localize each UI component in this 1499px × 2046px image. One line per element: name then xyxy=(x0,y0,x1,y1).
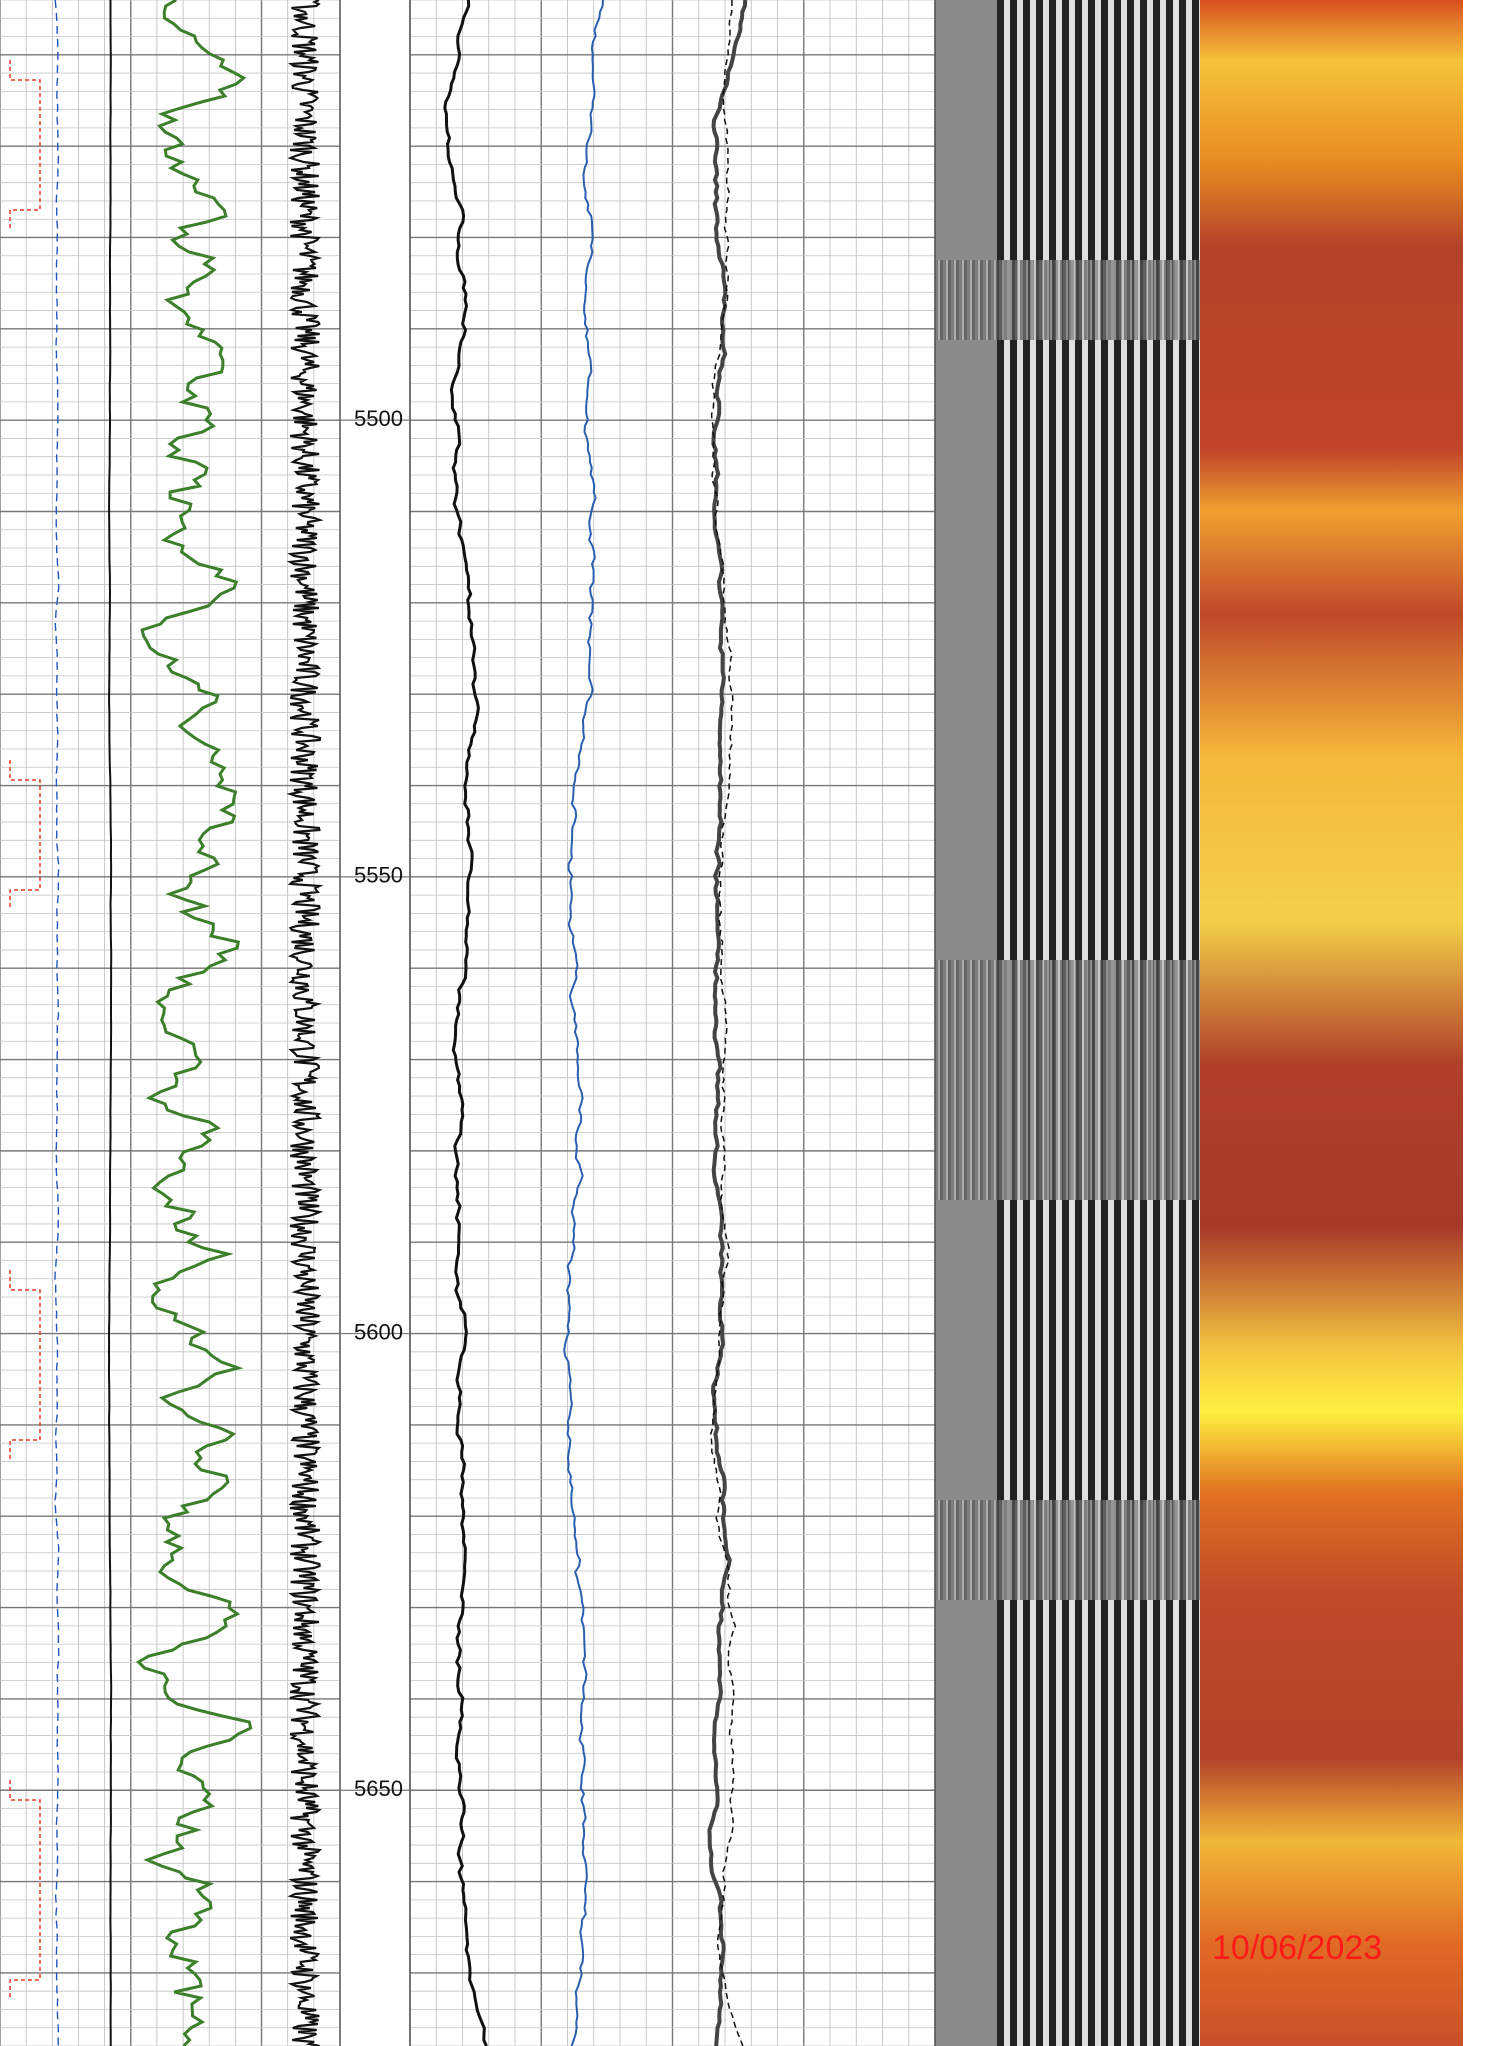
trace-red xyxy=(9,1780,41,2000)
depth-label: 5550 xyxy=(354,863,403,888)
cement-map xyxy=(1200,0,1463,2046)
vdl-noise xyxy=(935,1500,1200,1600)
depth-label: 5600 xyxy=(354,1319,403,1344)
trace-blue xyxy=(563,0,604,2046)
trace-red xyxy=(9,760,41,910)
depth-label: 5500 xyxy=(354,406,403,431)
trace-noise xyxy=(286,0,324,2046)
vdl-track xyxy=(935,0,1200,2046)
trace-black xyxy=(443,0,488,2046)
log-date: 10/06/2023 xyxy=(1212,1929,1382,1967)
trace-black-thin xyxy=(107,0,113,2046)
trace-gray xyxy=(707,0,748,2046)
depth-label: 5650 xyxy=(354,1776,403,1801)
vdl-noise xyxy=(935,260,1200,340)
trace-red xyxy=(9,60,41,230)
trace-green xyxy=(136,0,253,2046)
vdl-noise xyxy=(935,960,1200,1200)
trace-blue-dash xyxy=(54,0,60,2046)
trace-red xyxy=(9,1270,41,1460)
trace-gray-edge xyxy=(710,0,744,2046)
